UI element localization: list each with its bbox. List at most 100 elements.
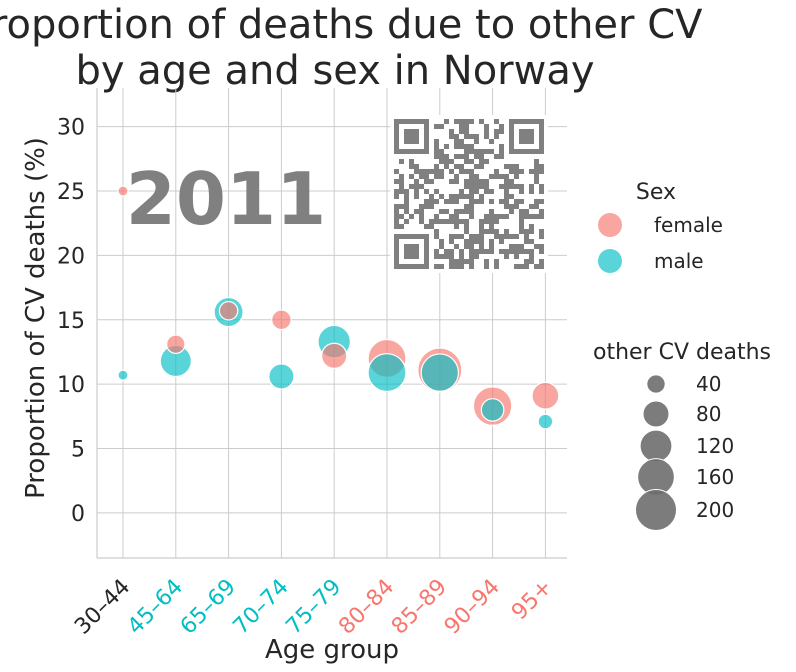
qr-module	[539, 184, 544, 189]
qr-module	[519, 209, 524, 214]
qr-module	[499, 154, 504, 159]
qr-module	[479, 154, 484, 159]
qr-module	[449, 194, 454, 199]
qr-module	[404, 189, 409, 194]
qr-module	[394, 169, 399, 174]
x-tick-label: 30–44	[70, 575, 135, 640]
qr-module	[484, 189, 489, 194]
qr-module	[484, 229, 489, 234]
qr-module	[489, 239, 494, 244]
qr-module	[524, 259, 529, 264]
qr-module	[394, 194, 399, 199]
qr-module	[449, 234, 454, 239]
qr-module	[489, 249, 494, 254]
qr-module	[399, 174, 404, 179]
qr-module	[404, 194, 409, 199]
qr-module	[434, 174, 439, 179]
qr-module	[454, 224, 459, 229]
qr-module	[514, 164, 519, 169]
qr-module	[474, 179, 479, 184]
qr-module	[399, 204, 404, 209]
qr-module	[429, 169, 434, 174]
chart-title-line-1: Proportion of deaths due to other CV	[0, 2, 703, 48]
qr-module	[459, 254, 464, 259]
qr-module	[499, 214, 504, 219]
qr-module	[464, 224, 469, 229]
qr-module	[439, 264, 444, 269]
qr-module	[449, 179, 454, 184]
qr-module	[519, 169, 524, 174]
qr-module	[419, 184, 424, 189]
qr-module	[539, 189, 544, 194]
qr-module	[474, 199, 479, 204]
qr-module	[434, 264, 439, 269]
qr-module	[494, 169, 499, 174]
qr-module	[529, 204, 534, 209]
qr-module	[454, 134, 459, 139]
qr-module	[514, 174, 519, 179]
qr-module	[529, 249, 534, 254]
qr-module	[504, 229, 509, 234]
qr-module	[489, 214, 494, 219]
qr-module	[409, 214, 414, 219]
qr-module	[439, 149, 444, 154]
qr-module	[529, 239, 534, 244]
qr-module	[459, 234, 464, 239]
qr-module	[454, 219, 459, 224]
qr-module	[439, 239, 444, 244]
x-tick-label: 75–79	[281, 575, 346, 640]
qr-module	[534, 264, 539, 269]
qr-module	[469, 149, 474, 154]
legend-size: other CV deaths 40 80 120 160 200	[593, 340, 771, 532]
qr-module	[464, 124, 469, 129]
qr-module	[454, 234, 459, 239]
qr-module	[499, 144, 504, 149]
qr-module	[519, 199, 524, 204]
qr-module	[419, 204, 424, 209]
qr-module	[489, 149, 494, 154]
qr-module	[394, 204, 399, 209]
qr-module	[469, 264, 474, 269]
chart-title-line-2: by age and sex in Norway	[75, 48, 594, 94]
qr-module	[529, 169, 534, 174]
qr-module	[434, 189, 439, 194]
qr-module	[439, 254, 444, 259]
qr-finder-inner	[404, 244, 419, 259]
legend-size-marker	[639, 429, 673, 463]
data-point-female	[166, 334, 186, 355]
qr-module	[504, 234, 509, 239]
qr-module	[504, 249, 509, 254]
qr-module	[519, 264, 524, 269]
qr-module	[459, 129, 464, 134]
qr-module	[454, 209, 459, 214]
y-tick-label: 25	[57, 180, 85, 205]
qr-module	[474, 249, 479, 254]
qr-module	[539, 234, 544, 239]
qr-module	[439, 124, 444, 129]
qr-module	[459, 209, 464, 214]
qr-module	[454, 174, 459, 179]
qr-module	[409, 184, 414, 189]
qr-module	[514, 169, 519, 174]
qr-module	[394, 189, 399, 194]
qr-module	[449, 129, 454, 134]
qr-module	[394, 219, 399, 224]
qr-module	[449, 214, 454, 219]
qr-module	[499, 239, 504, 244]
qr-module	[464, 149, 469, 154]
qr-module	[464, 184, 469, 189]
qr-module	[509, 194, 514, 199]
qr-module	[479, 149, 484, 154]
qr-module	[434, 144, 439, 149]
qr-module	[514, 184, 519, 189]
qr-module	[424, 204, 429, 209]
qr-module	[434, 229, 439, 234]
qr-module	[474, 154, 479, 159]
qr-module	[484, 149, 489, 154]
qr-module	[539, 229, 544, 234]
qr-module	[459, 264, 464, 269]
qr-module	[509, 179, 514, 184]
data-point-female	[218, 300, 239, 321]
qr-module	[484, 214, 489, 219]
qr-module	[439, 219, 444, 224]
